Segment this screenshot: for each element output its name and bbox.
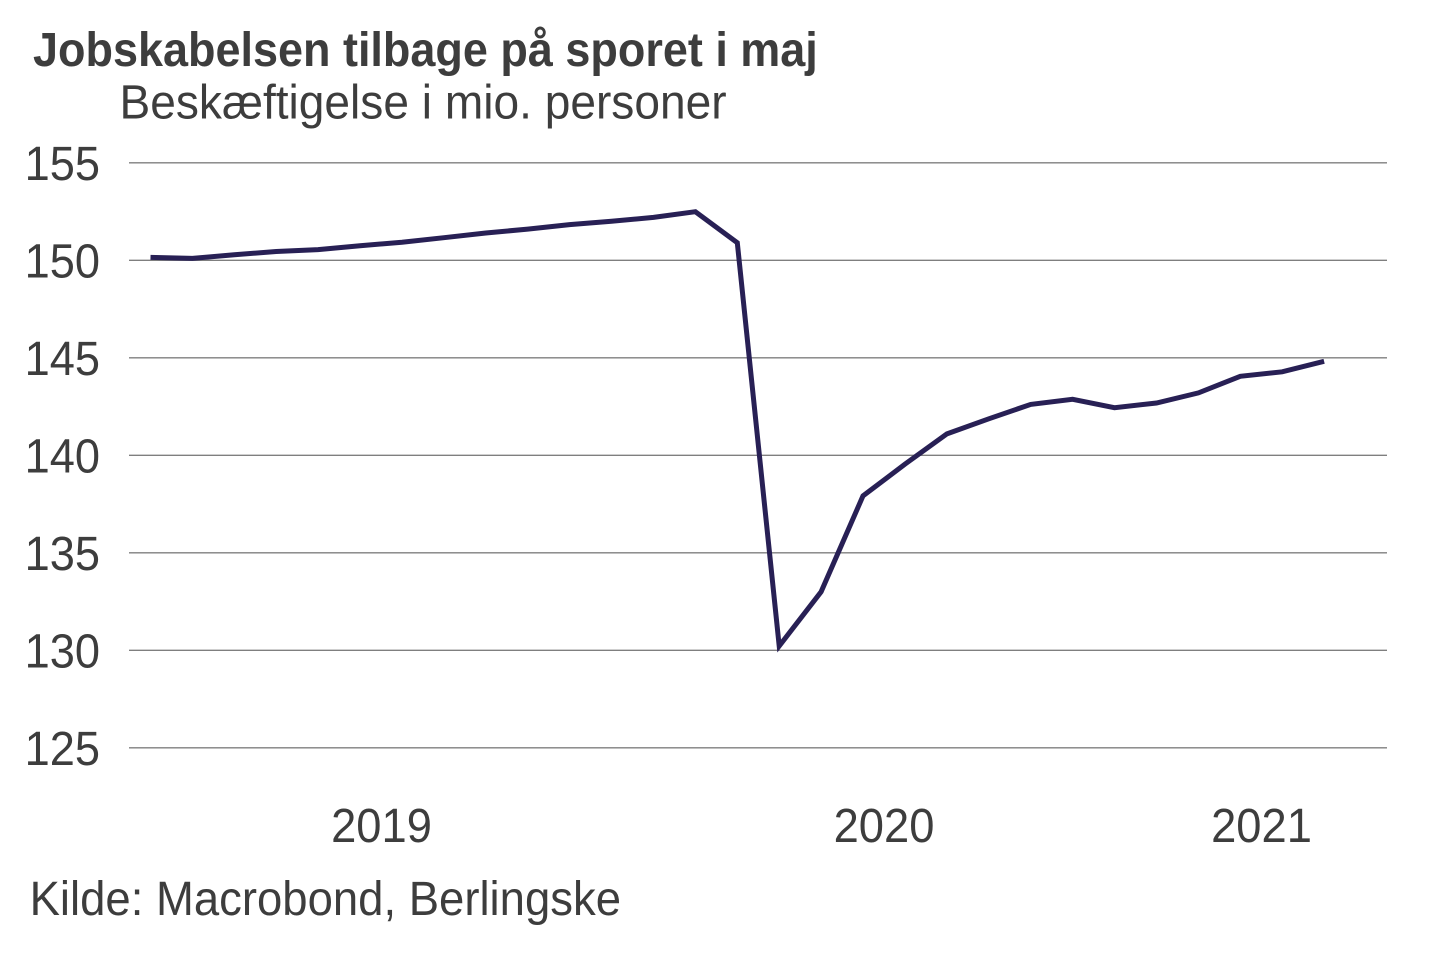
svg-text:Jobskabelsen tilbage på sporet: Jobskabelsen tilbage på sporet i maj <box>33 24 818 77</box>
svg-text:140: 140 <box>25 430 100 483</box>
svg-text:2019: 2019 <box>331 800 432 853</box>
svg-text:135: 135 <box>25 528 100 581</box>
svg-text:Beskæftigelse i mio. personer: Beskæftigelse i mio. personer <box>120 77 727 130</box>
svg-text:2021: 2021 <box>1211 800 1312 853</box>
svg-text:130: 130 <box>25 625 100 678</box>
svg-text:150: 150 <box>25 235 100 288</box>
svg-text:125: 125 <box>25 723 100 776</box>
svg-text:Kilde: Macrobond, Berlingske: Kilde: Macrobond, Berlingske <box>30 873 621 926</box>
svg-text:2020: 2020 <box>834 800 935 853</box>
svg-text:155: 155 <box>25 138 100 191</box>
svg-text:145: 145 <box>25 333 100 386</box>
